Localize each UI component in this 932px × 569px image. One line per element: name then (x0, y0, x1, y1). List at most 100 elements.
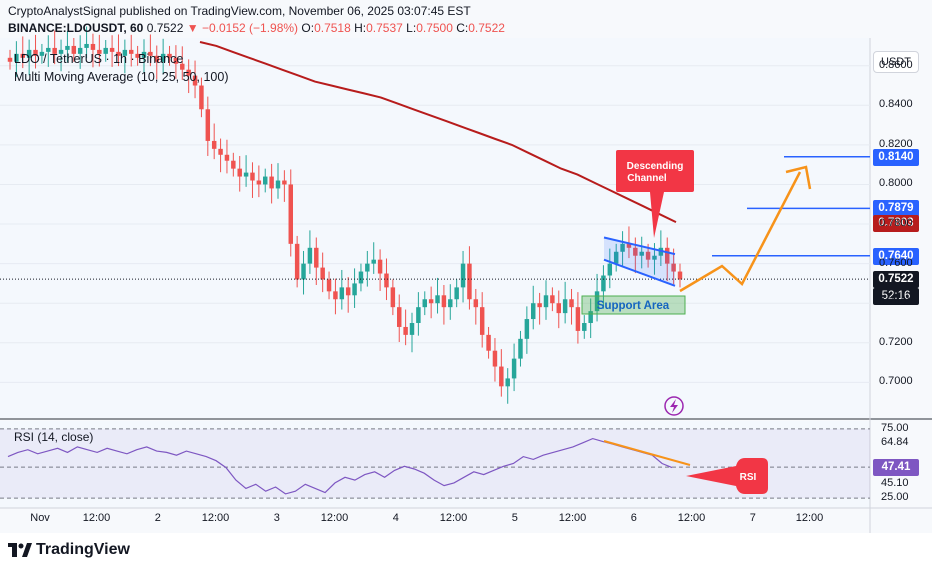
candle-body (358, 271, 364, 284)
tradingview-logo[interactable]: TradingView (8, 541, 130, 559)
candle-body (154, 55, 159, 62)
candle-body (645, 251, 651, 260)
x-tick-label: 12:00 (201, 512, 230, 524)
x-tick-label: 12:00 (677, 512, 706, 524)
candle-body (307, 247, 313, 264)
candle-body (575, 307, 581, 331)
low-label: L: (406, 21, 417, 35)
channel-lower-line (603, 258, 676, 287)
candle-body (26, 49, 32, 58)
candle-body (294, 243, 300, 280)
brand-name: TradingView (36, 541, 130, 558)
candle-body (129, 49, 134, 54)
candle-body (288, 184, 293, 244)
candle-body (7, 57, 13, 62)
y-tick-label: 0.8000 (879, 177, 913, 190)
low-value: 0.7500 (416, 21, 453, 35)
price-tag: 0.8140 (873, 148, 919, 166)
candle-body (397, 307, 402, 327)
symbol-label: BINANCE:LDOUSDT, 60 (8, 21, 144, 35)
candle-body (601, 275, 606, 292)
projection-arrowhead (785, 165, 812, 190)
candle-body (492, 350, 498, 367)
price-tag: 0.7803 (873, 215, 919, 233)
rsi-callout-label: RSI (740, 472, 757, 483)
rsi-pane (0, 421, 870, 508)
candle-body (352, 283, 357, 296)
candle-body (371, 259, 376, 264)
candle-body (588, 311, 593, 324)
price-tag: 0.7640 (873, 247, 919, 265)
candle-body (314, 247, 319, 268)
candle-body (122, 49, 128, 56)
price-pane (0, 38, 870, 418)
candle-body (173, 57, 179, 64)
descending-channel-label: Descending (627, 161, 684, 172)
x-tick-label: 2 (154, 512, 161, 524)
bar-countdown: 52:16 (873, 288, 919, 306)
candle-body (186, 69, 191, 76)
candle-body (345, 287, 351, 296)
candle-body (33, 49, 38, 56)
rsi-callout (686, 458, 768, 494)
y-tick-label: 0.7200 (879, 335, 913, 348)
publisher-line: CryptoAnalystSignal published on Trading… (8, 4, 471, 18)
candle-body (473, 299, 479, 308)
candle-body (46, 47, 51, 52)
candle-body (256, 180, 262, 185)
x-tick-label: 3 (273, 512, 280, 524)
rsi-level-label: 75.00 (881, 421, 909, 434)
candle-body (116, 51, 121, 56)
candle-body (199, 85, 204, 110)
candle-body (467, 263, 472, 300)
close-label: C: (456, 21, 469, 35)
x-tick-label: 12:00 (82, 512, 111, 524)
candle-body (224, 154, 230, 161)
candle-body (365, 263, 370, 272)
channel-upper-line (603, 236, 676, 256)
candle-body (148, 51, 153, 56)
lightning-bolt-icon (670, 399, 678, 413)
y-tick-label: 0.8600 (879, 58, 913, 71)
y-tick-label: 0.7800 (879, 217, 913, 230)
candle-body (58, 49, 64, 54)
candle-body (607, 263, 613, 276)
x-tick-label: 12:00 (558, 512, 587, 524)
indicator-legend[interactable]: Multi Moving Average (10, 25, 50, 100) (14, 70, 229, 84)
candle-body (416, 307, 421, 324)
candle-body (52, 47, 57, 54)
rsi-level-label: 45.10 (881, 477, 909, 490)
ohlc-line: BINANCE:LDOUSDT, 60 0.7522 ▼ −0.0152 (−1… (8, 21, 505, 35)
tradingview-icon (8, 543, 32, 557)
candle-body (435, 295, 440, 304)
candle-body (556, 303, 561, 314)
rsi-legend[interactable]: RSI (14, close) (14, 430, 94, 444)
candle-body (652, 255, 657, 260)
rsi-level-label: 64.84 (881, 435, 909, 448)
candle-body (250, 172, 255, 181)
candle-body (320, 267, 325, 280)
candle-body (486, 334, 491, 351)
open-value: 0.7518 (314, 21, 351, 35)
currency-button[interactable]: USDT (873, 51, 919, 73)
candle-body (639, 251, 644, 256)
pair-legend[interactable]: LDO / TetherUS · 1h · Binance (14, 52, 184, 66)
candle-body (550, 295, 555, 304)
candle-body (205, 109, 211, 141)
candle-body (71, 45, 77, 54)
price-tag: 0.7879 (873, 200, 919, 218)
candle-body (231, 160, 236, 169)
rsi-line (7, 437, 673, 495)
candle-body (518, 338, 523, 359)
candle-body (65, 45, 70, 50)
down-arrow-icon: ▼ (186, 21, 199, 35)
candle-body (403, 326, 408, 335)
high-label: H: (354, 21, 367, 35)
candle-body (613, 251, 619, 264)
close-value: 0.7522 (468, 21, 505, 35)
candle-body (135, 53, 140, 58)
y-tick-label: 0.7600 (879, 256, 913, 269)
high-value: 0.7537 (366, 21, 403, 35)
candle-body (531, 303, 536, 320)
